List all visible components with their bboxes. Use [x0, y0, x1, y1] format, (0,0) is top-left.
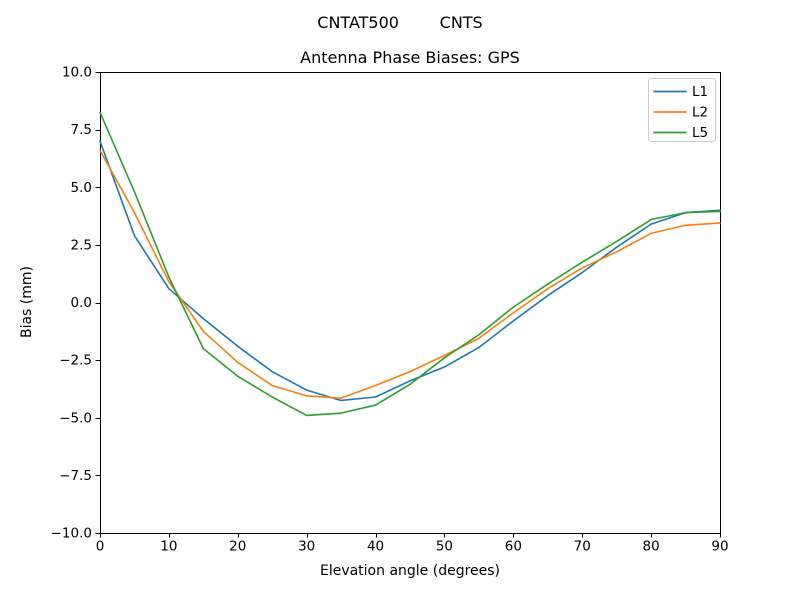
x-tick-label: 50	[436, 539, 453, 555]
y-tick-label: 0.0	[71, 295, 92, 311]
x-tick-label: 90	[711, 539, 728, 555]
axes-frame	[100, 72, 721, 534]
series-line-L2	[99, 149, 721, 399]
y-tick-label: 2.5	[71, 237, 92, 253]
y-tick-label: 7.5	[71, 122, 92, 138]
x-tick-label: 30	[298, 539, 315, 555]
x-tick-label: 10	[160, 539, 177, 555]
y-tick-label: −5.0	[59, 410, 92, 426]
x-tick-label: 0	[96, 539, 105, 555]
legend: L1 L2 L5	[648, 78, 716, 142]
legend-label-L2: L2	[692, 105, 708, 121]
x-tick-label: 20	[229, 539, 246, 555]
legend-label-L1: L1	[692, 84, 708, 100]
y-tick-label: −10.0	[51, 526, 92, 542]
series-line-L5	[99, 111, 721, 417]
y-tick-label: −7.5	[59, 468, 92, 484]
x-tick-label: 80	[643, 539, 660, 555]
y-tick-label: 10.0	[62, 65, 92, 81]
legend-label-L5: L5	[692, 125, 708, 141]
legend-box	[648, 78, 716, 142]
series-line-L1	[99, 140, 721, 402]
legend-entry-L5: L5	[653, 125, 708, 141]
y-tick-label: −2.5	[59, 353, 92, 369]
legend-entry-L2: L2	[653, 105, 708, 121]
chart-title: Antenna Phase Biases: GPS	[300, 48, 520, 67]
x-axis-label: Elevation angle (degrees)	[319, 563, 501, 579]
figure-suptitle: CNTAT500 CNTS	[317, 13, 483, 32]
x-tick-label: 70	[574, 539, 591, 555]
legend-entry-L1: L1	[653, 84, 708, 100]
x-tick-label: 40	[367, 539, 384, 555]
y-axis-label: Bias (mm)	[19, 265, 35, 339]
y-tick-label: 5.0	[71, 180, 92, 196]
x-tick-label: 60	[505, 539, 522, 555]
